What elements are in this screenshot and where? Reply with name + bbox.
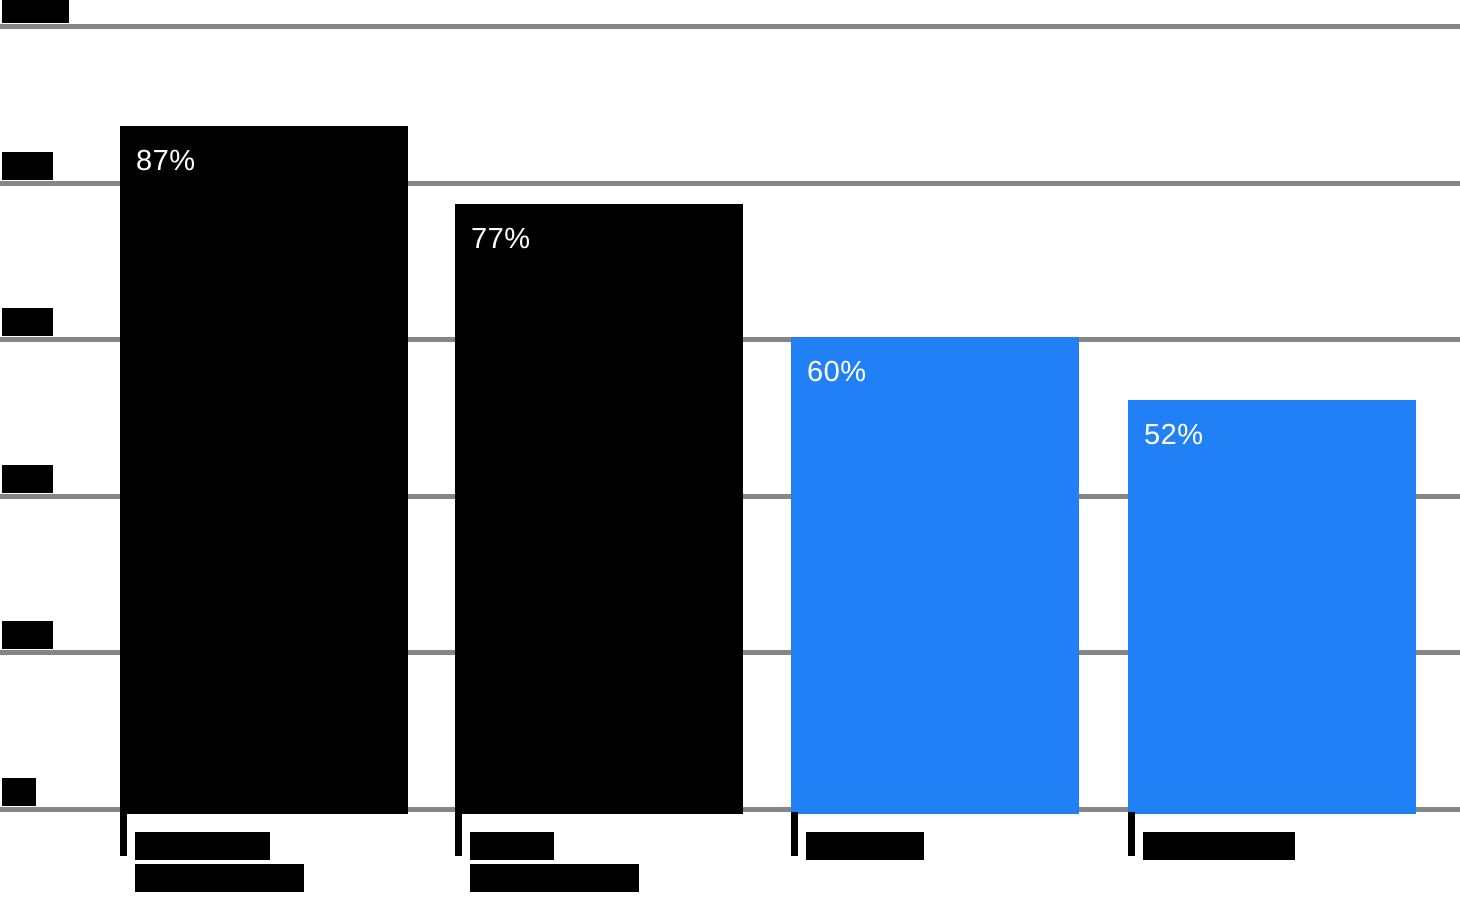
y-tick-blob: ███ [2, 621, 53, 649]
y-axis-tick-label-40: ███ [2, 465, 53, 493]
category-label-3: ███████ [806, 832, 925, 864]
x-axis-tick-1 [120, 812, 127, 856]
gridline-100 [0, 24, 1460, 29]
y-tick-blob: ███ [2, 308, 53, 336]
y-axis-tick-label-60: ███ [2, 308, 53, 336]
bar-value-label: 87% [136, 145, 196, 177]
category-blob-line: ███████ [806, 832, 925, 860]
y-axis-tick-label-0: ██ [2, 778, 36, 806]
y-axis-tick-label-80: ███ [2, 152, 53, 180]
y-axis-tick-label-20: ███ [2, 621, 53, 649]
bar-value-label: 52% [1144, 419, 1204, 451]
bar-value-label: 60% [807, 356, 867, 388]
bar-2: 77% [455, 204, 743, 814]
y-tick-blob: ████ [2, 0, 70, 23]
category-blob-line: ██████████ [135, 864, 304, 892]
y-tick-blob: ███ [2, 152, 53, 180]
category-label-2: █████ ██████████ [470, 832, 639, 896]
bar-4: 52% [1128, 400, 1416, 814]
category-blob-line: █████ [470, 832, 555, 860]
gridline-80 [0, 181, 1460, 186]
bar-3: 60% [791, 337, 1079, 814]
category-label-1: ████████ ██████████ [135, 832, 304, 896]
category-blob-line: █████████ [1143, 832, 1295, 860]
bar-1: 87% [120, 126, 408, 814]
category-blob-line: ████████ [135, 832, 270, 860]
bar-value-label: 77% [471, 223, 531, 255]
category-blob-line: ██████████ [470, 864, 639, 892]
y-axis-tick-label-100: ████ [2, 0, 70, 23]
category-label-4: █████████ [1143, 832, 1295, 864]
y-tick-blob: ███ [2, 465, 53, 493]
x-axis-tick-3 [791, 812, 798, 856]
x-axis-tick-2 [455, 812, 462, 856]
y-tick-blob: ██ [2, 778, 36, 806]
x-axis-tick-4 [1128, 812, 1135, 856]
